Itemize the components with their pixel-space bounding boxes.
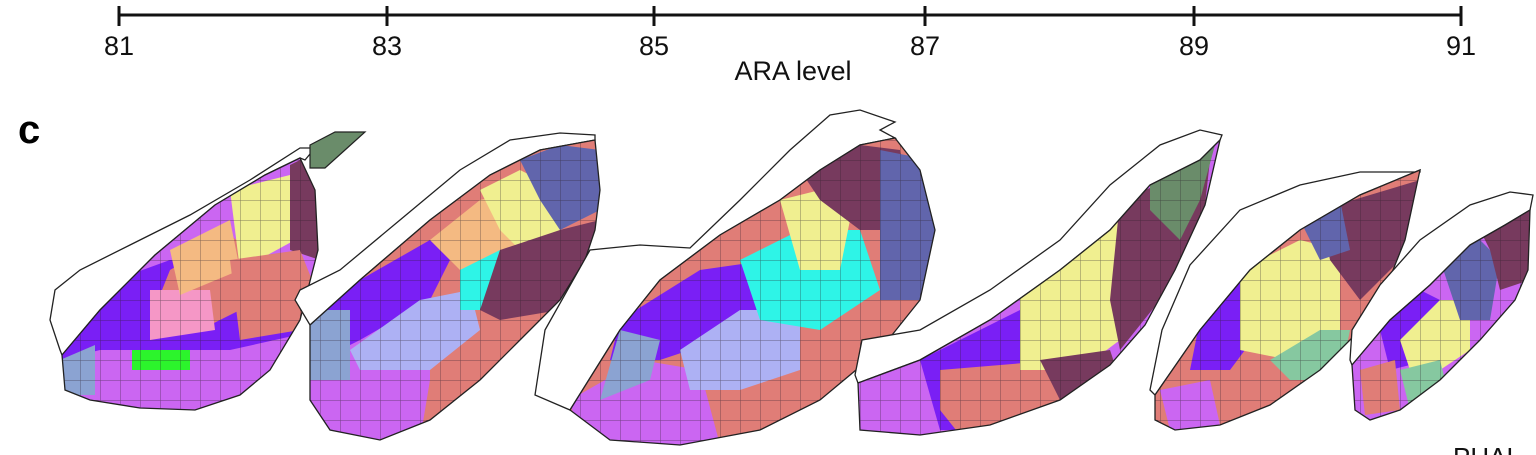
tick-label: 85 [639,31,669,61]
tick-label: 83 [372,31,402,61]
corner-cut-label: PHAL [1453,442,1521,455]
tick-label: 91 [1446,31,1476,61]
tick-label: 89 [1179,31,1209,61]
axis-ticks [117,6,1463,26]
panel-letter: c [18,108,40,152]
tick-label: 81 [104,31,134,61]
section-outline [857,137,1222,436]
section-outline [569,137,936,446]
section-cap-sage [309,131,367,169]
section-outline [1351,208,1531,421]
axis-title: ARA level [734,56,851,86]
ara-level-axis: 81 83 85 87 89 91 ARA level [104,6,1476,86]
tick-label: 87 [910,31,940,61]
